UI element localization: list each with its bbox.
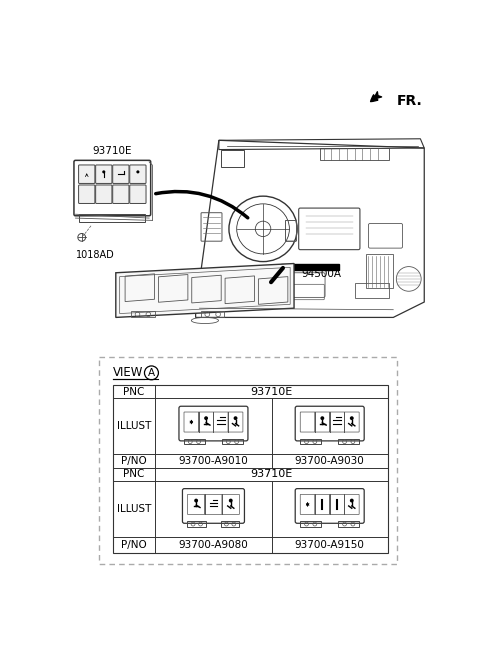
Text: P/NO: P/NO bbox=[121, 540, 147, 550]
Bar bbox=[222, 439, 243, 444]
FancyBboxPatch shape bbox=[113, 185, 129, 203]
FancyBboxPatch shape bbox=[79, 185, 95, 203]
Circle shape bbox=[234, 417, 238, 420]
Bar bbox=[338, 522, 359, 527]
Text: P/NO: P/NO bbox=[121, 456, 147, 466]
Text: 93710E: 93710E bbox=[251, 469, 293, 479]
FancyBboxPatch shape bbox=[130, 185, 146, 203]
Text: PNC: PNC bbox=[123, 387, 144, 397]
Text: ILLUST: ILLUST bbox=[117, 421, 151, 432]
Bar bbox=[79, 215, 145, 222]
Bar bbox=[320, 148, 389, 159]
Text: 93700-A9080: 93700-A9080 bbox=[179, 540, 248, 550]
FancyBboxPatch shape bbox=[295, 489, 364, 523]
Bar bbox=[188, 522, 206, 527]
Circle shape bbox=[204, 417, 208, 420]
Text: A: A bbox=[148, 368, 155, 378]
Text: 93710E: 93710E bbox=[93, 146, 132, 155]
Text: 1018AD: 1018AD bbox=[75, 250, 114, 260]
FancyBboxPatch shape bbox=[179, 406, 248, 441]
Bar bbox=[300, 439, 321, 444]
FancyBboxPatch shape bbox=[96, 185, 112, 203]
Bar bbox=[338, 439, 359, 444]
FancyBboxPatch shape bbox=[182, 489, 244, 523]
Text: 93710E: 93710E bbox=[251, 387, 293, 397]
FancyBboxPatch shape bbox=[96, 165, 112, 184]
Circle shape bbox=[102, 171, 105, 173]
Bar bbox=[132, 311, 155, 318]
Text: 93700-A9030: 93700-A9030 bbox=[295, 456, 365, 466]
Circle shape bbox=[350, 417, 354, 420]
Circle shape bbox=[229, 499, 233, 502]
FancyBboxPatch shape bbox=[79, 165, 95, 184]
Bar bbox=[201, 311, 224, 318]
Bar bbox=[355, 283, 389, 298]
Text: 93700-A9150: 93700-A9150 bbox=[295, 540, 365, 550]
Circle shape bbox=[194, 499, 198, 502]
Text: 94500A: 94500A bbox=[302, 270, 342, 279]
Bar bbox=[113, 385, 388, 553]
Text: VIEW: VIEW bbox=[113, 366, 143, 379]
Text: 93700-A9010: 93700-A9010 bbox=[179, 456, 248, 466]
FancyBboxPatch shape bbox=[113, 165, 129, 184]
Text: PNC: PNC bbox=[123, 469, 144, 479]
Bar bbox=[366, 255, 393, 288]
Bar bbox=[221, 150, 244, 167]
Circle shape bbox=[321, 417, 324, 420]
FancyBboxPatch shape bbox=[130, 165, 146, 184]
Text: FR.: FR. bbox=[397, 94, 423, 108]
Bar bbox=[281, 264, 339, 270]
Bar bbox=[300, 522, 321, 527]
Circle shape bbox=[136, 171, 139, 173]
Circle shape bbox=[306, 503, 309, 506]
FancyBboxPatch shape bbox=[295, 406, 364, 441]
Bar bbox=[184, 439, 205, 444]
Text: ILLUST: ILLUST bbox=[117, 504, 151, 514]
Circle shape bbox=[190, 421, 192, 423]
Polygon shape bbox=[116, 264, 294, 318]
Bar bbox=[221, 522, 240, 527]
Circle shape bbox=[350, 499, 354, 502]
